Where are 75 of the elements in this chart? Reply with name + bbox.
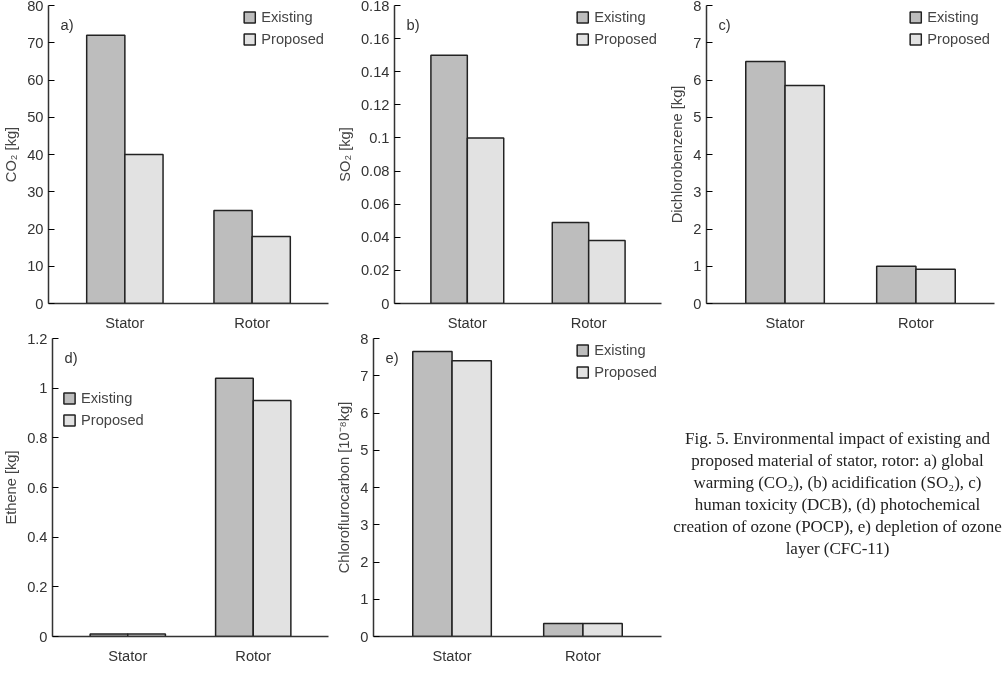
y-tick-label: 0.1: [369, 129, 390, 146]
y-tick-label: 5: [693, 109, 702, 126]
x-tick-label: Stator: [432, 647, 472, 664]
y-tick-label: 60: [27, 72, 44, 88]
annotation: c): [718, 16, 731, 33]
x-tick-label: Rotor: [565, 647, 601, 664]
y-axis-title: SO₂ [kg]: [336, 127, 353, 182]
y-tick-label: 1.2: [27, 330, 48, 347]
y-tick-label: 1: [693, 258, 702, 275]
y-tick-label: 6: [360, 405, 369, 421]
x-tick-label: Rotor: [570, 314, 607, 331]
y-tick-label: 1: [360, 591, 369, 608]
y-tick-label: 6: [693, 72, 702, 88]
y-tick-label: 30: [27, 183, 44, 200]
y-tick-label: 0.08: [360, 163, 390, 180]
x-tick-label: Rotor: [234, 314, 271, 331]
y-tick-label: 80: [27, 0, 44, 14]
y-tick-label: 8: [693, 0, 702, 14]
y-tick-label: 7: [360, 367, 369, 384]
y-tick-label: 5: [360, 442, 369, 459]
legend-label: Proposed: [261, 31, 324, 47]
caption: Fig. 5. Environmental impact of existing and proposed material of stator, rotor: a) global warming (CO₂), (b) acidification (SO₂), c) human toxicity (DCB), (d) photochemical creation of ozone (POCP), e) depletion of ozone layer (CFC-11): [672, 428, 1003, 561]
y-tick-label: 1: [39, 380, 48, 397]
annotation: a): [60, 16, 74, 33]
y-tick-label: 2: [360, 554, 369, 570]
y-tick-label: 0: [381, 295, 390, 312]
annotation: e): [385, 349, 399, 366]
y-tick-label: 50: [27, 109, 44, 126]
y-tick-label: 0.16: [360, 30, 390, 47]
y-tick-label: 0.06: [360, 196, 390, 213]
y-tick-label: 0.6: [27, 479, 48, 496]
y-tick-label: 3: [693, 183, 702, 200]
y-tick-label: 0.4: [27, 529, 48, 546]
legend-label: Proposed: [927, 31, 990, 47]
x-tick-label: Stator: [765, 314, 805, 331]
y-tick-label: 3: [360, 516, 369, 533]
y-tick-label: 0.12: [360, 96, 390, 113]
y-tick-label: 0: [360, 628, 369, 645]
y-axis-title: Chloroflurocarbon [10⁻⁸kg]: [336, 401, 353, 574]
y-tick-label: 4: [693, 146, 702, 163]
legend-label: Proposed: [594, 31, 657, 47]
x-tick-label: Stator: [447, 314, 487, 331]
y-tick-label: 2: [693, 221, 702, 237]
x-tick-label: Stator: [105, 314, 145, 331]
legend-label: Existing: [261, 9, 313, 25]
legend-label: Proposed: [81, 412, 144, 428]
legend-label: Proposed: [594, 364, 657, 380]
y-tick-label: 7: [693, 34, 702, 51]
y-axis-title: Ethene [kg]: [3, 450, 20, 525]
y-tick-label: 0.8: [27, 429, 48, 446]
y-tick-label: 10: [27, 258, 44, 275]
y-tick-label: 0.02: [360, 262, 390, 279]
x-tick-label: Rotor: [235, 647, 272, 664]
x-tick-label: Rotor: [898, 314, 934, 331]
y-tick-label: 0.2: [27, 578, 48, 595]
y-axis-title: CO₂ [kg]: [3, 126, 20, 183]
y-tick-label: 0: [39, 628, 48, 645]
y-tick-label: 0.04: [360, 229, 390, 246]
y-tick-label: 0: [35, 295, 44, 312]
y-tick-label: 0: [693, 295, 702, 312]
annotation: b): [406, 16, 420, 33]
legend-label: Existing: [927, 9, 979, 25]
y-tick-label: 0.14: [360, 63, 390, 80]
x-tick-label: Stator: [108, 647, 148, 664]
y-tick-label: 70: [27, 34, 44, 51]
legend-label: Existing: [594, 342, 646, 358]
legend-label: Existing: [594, 9, 646, 25]
y-tick-label: 8: [360, 330, 369, 347]
annotation: d): [64, 349, 78, 366]
y-tick-label: 0.18: [360, 0, 390, 14]
y-tick-label: 40: [27, 146, 44, 163]
y-tick-label: 20: [27, 221, 44, 237]
y-axis-title: Dichlorobenzene [kg]: [669, 85, 686, 224]
legend-label: Existing: [81, 390, 133, 406]
y-tick-label: 4: [360, 479, 369, 496]
